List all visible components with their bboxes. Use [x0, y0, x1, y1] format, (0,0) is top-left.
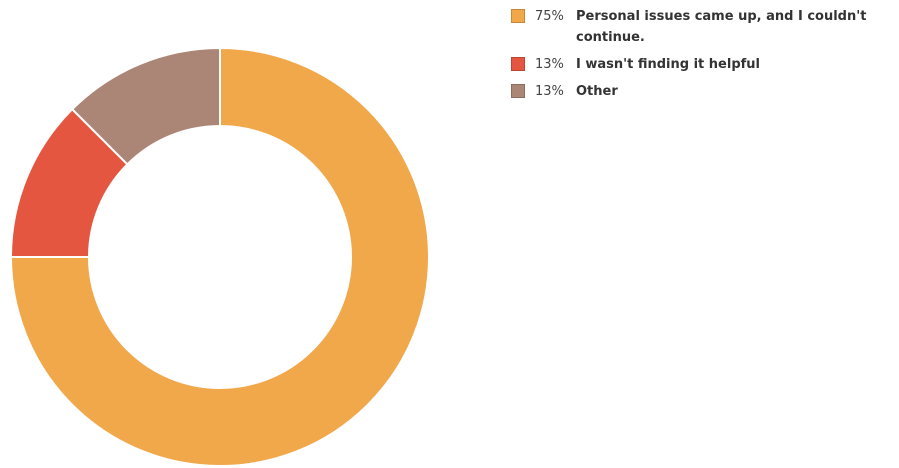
legend-label: Personal issues came up, and I couldn't …: [576, 9, 867, 45]
legend-swatch-other: [511, 84, 525, 98]
legend-label: I wasn't finding it helpful: [576, 57, 760, 72]
legend-swatch-personal-issues: [511, 9, 525, 23]
legend-percent: 13%: [535, 57, 564, 72]
donut-chart: [9, 46, 430, 467]
legend-label: Other: [576, 84, 618, 99]
legend-percent: 13%: [535, 84, 564, 99]
legend-swatch-not-helpful: [511, 57, 525, 71]
donut-slice-2[interactable]: [70, 46, 221, 166]
legend-item-personal-issues[interactable]: 75% Personal issues came up, and I could…: [511, 6, 899, 48]
legend-item-other[interactable]: 13% Other: [511, 81, 899, 102]
legend-item-not-helpful[interactable]: 13% I wasn't finding it helpful: [511, 54, 899, 75]
donut-slice-0[interactable]: [9, 46, 430, 467]
legend-percent: 75%: [535, 9, 564, 24]
legend: 75% Personal issues came up, and I could…: [511, 6, 899, 108]
